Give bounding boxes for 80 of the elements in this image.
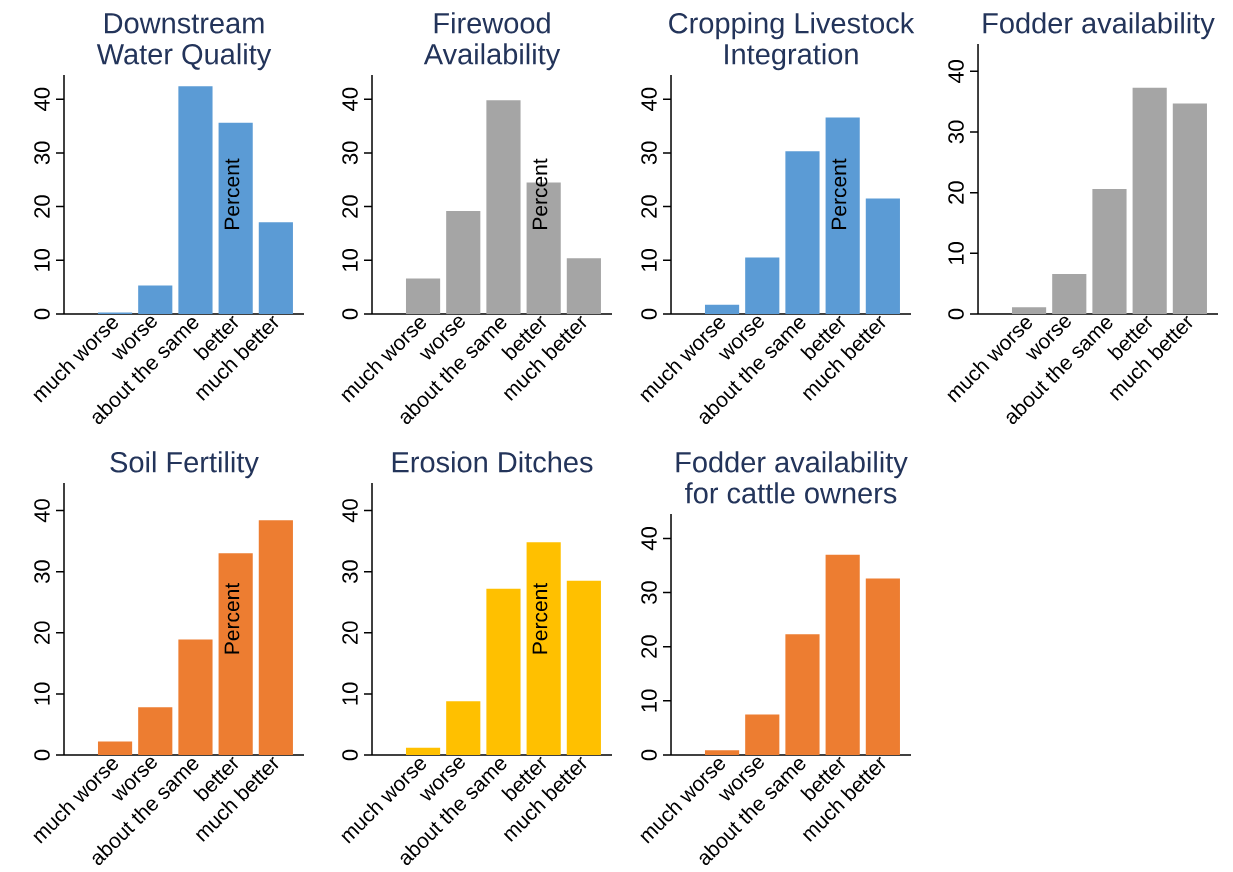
bar — [825, 554, 860, 755]
y-tick-label: 30 — [948, 120, 964, 144]
y-axis-title: Percent — [532, 158, 548, 229]
chart-title: Erosion Ditches — [392, 451, 593, 473]
y-tick-label: 20 — [641, 635, 657, 658]
bar — [138, 285, 173, 314]
y-tick-label: 40 — [34, 87, 50, 111]
chart-title: Firewood Availability — [423, 12, 561, 71]
bar — [405, 747, 441, 755]
y-tick-label: 30 — [342, 141, 358, 165]
bar — [865, 198, 900, 314]
bar — [218, 553, 253, 755]
bar — [785, 151, 820, 314]
y-axis-title: Percent — [224, 158, 240, 229]
bar — [1132, 87, 1167, 314]
bar — [258, 222, 293, 314]
y-tick-label: 0 — [342, 308, 358, 320]
bar — [178, 86, 213, 314]
bar — [97, 741, 133, 755]
y-tick-label: 20 — [641, 195, 657, 218]
bar — [138, 707, 173, 755]
y-tick-label: 0 — [641, 749, 657, 761]
bar — [745, 714, 780, 755]
y-axis-title: Percent — [532, 582, 548, 654]
bar — [745, 257, 780, 314]
y-tick-label: 40 — [342, 499, 358, 523]
y-tick-label: 40 — [342, 87, 358, 111]
bar — [1172, 103, 1207, 314]
y-tick-label: 10 — [342, 682, 358, 705]
y-tick-label: 30 — [641, 141, 657, 165]
y-tick-label: 10 — [34, 248, 50, 271]
bar — [218, 122, 253, 314]
bar — [1011, 307, 1047, 314]
y-tick-label: 20 — [34, 621, 50, 644]
bar — [704, 750, 740, 755]
bar — [704, 304, 740, 314]
y-tick-label: 0 — [948, 308, 964, 320]
chart-title: Downstream Water Quality — [96, 13, 272, 71]
y-tick-label: 10 — [641, 248, 657, 271]
y-tick-label: 40 — [948, 59, 964, 84]
y-tick-label: 20 — [342, 195, 358, 218]
y-tick-label: 0 — [34, 749, 50, 761]
bar — [566, 580, 601, 755]
y-tick-label: 30 — [641, 581, 657, 604]
y-tick-label: 20 — [948, 181, 964, 204]
y-tick-label: 10 — [641, 689, 657, 712]
bar — [566, 258, 601, 314]
bar — [785, 634, 820, 755]
bar — [486, 588, 521, 755]
bar — [1052, 273, 1087, 314]
y-tick-label: 20 — [342, 621, 358, 644]
bar — [405, 278, 441, 314]
bar — [446, 701, 481, 755]
y-tick-label: 30 — [342, 560, 358, 584]
bar — [258, 520, 293, 755]
bar — [1092, 189, 1127, 314]
y-tick-label: 40 — [34, 499, 50, 523]
bar — [526, 542, 561, 755]
bar — [865, 578, 900, 755]
bar — [486, 100, 521, 314]
y-tick-label: 30 — [34, 141, 50, 165]
y-tick-label: 0 — [641, 308, 657, 320]
y-tick-label: 10 — [342, 248, 358, 271]
y-tick-label: 0 — [34, 308, 50, 320]
bar — [825, 117, 860, 314]
y-tick-label: 40 — [641, 527, 657, 551]
y-tick-label: 10 — [34, 682, 50, 705]
chart-title: Fodder availability — [983, 12, 1215, 40]
y-tick-label: 10 — [948, 241, 964, 264]
y-tick-label: 30 — [34, 560, 50, 584]
y-tick-label: 20 — [34, 195, 50, 218]
y-tick-label: 0 — [342, 749, 358, 761]
y-axis-title: Percent — [224, 582, 240, 654]
bar — [446, 210, 481, 314]
y-axis-title: Percent — [831, 158, 847, 229]
chart-title: Fodder availability for cattle owners — [676, 451, 908, 504]
bar — [178, 639, 213, 755]
chart-title: Soil Fertility — [110, 451, 259, 479]
chart-title: Cropping Livestock Integration — [669, 12, 915, 71]
y-tick-label: 40 — [641, 87, 657, 111]
